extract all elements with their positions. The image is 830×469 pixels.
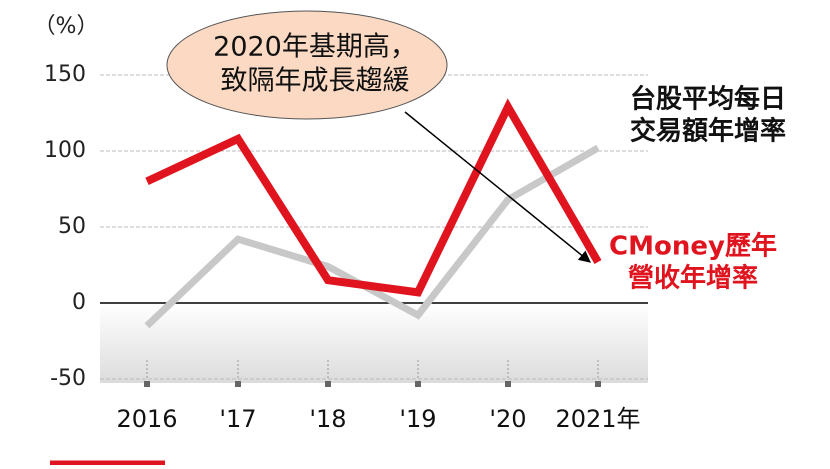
series-line: [145, 98, 602, 297]
x-tick-mark: [235, 381, 241, 387]
y-tick-label: -50: [50, 366, 86, 391]
series-label: CMoney歷年: [609, 231, 777, 262]
y-tick-label: 100: [44, 138, 86, 163]
x-tick-mark: [505, 381, 511, 387]
x-tick-mark: [325, 381, 331, 387]
y-tick-label: 50: [58, 214, 86, 239]
series-label: 台股平均每日: [630, 84, 786, 115]
x-tick-mark: [415, 381, 421, 387]
annotation-text: 2020年基期高，: [213, 32, 417, 63]
x-tick-label: 2021年: [555, 405, 640, 433]
x-tick-label: '18: [309, 405, 346, 433]
y-unit: （%）: [34, 14, 99, 39]
y-tick-label: 0: [72, 290, 86, 315]
negative-area: [100, 303, 648, 383]
annotation-bubble: [166, 10, 448, 120]
x-tick-label: 2016: [116, 405, 177, 433]
x-tick-label: '20: [489, 405, 526, 433]
annotation-arrow: [404, 111, 591, 263]
x-tick-mark: [595, 381, 601, 387]
series-label: 交易額年增率: [630, 116, 786, 147]
x-tick-label: '19: [399, 405, 436, 433]
x-tick-mark: [144, 381, 150, 387]
y-tick-label: 150: [44, 62, 86, 87]
series-line: [144, 144, 600, 329]
annotation-text: 致隔年成長趨緩: [221, 66, 410, 97]
x-tick-label: '17: [219, 405, 256, 433]
series-label: 營收年增率: [628, 263, 758, 294]
